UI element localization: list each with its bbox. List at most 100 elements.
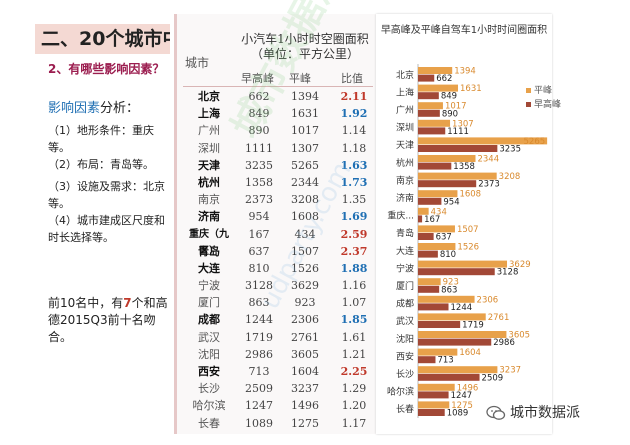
category-label: 深圳 <box>396 123 414 134</box>
bar-peak <box>418 268 495 276</box>
data-label-flat: 2344 <box>477 155 499 165</box>
table-row: 重庆（九区） 167 434 2.59 <box>177 226 377 257</box>
flat-cell: 5265 <box>291 158 319 172</box>
category-label: 重庆... <box>387 210 414 222</box>
peak-cell: 890 <box>248 124 270 138</box>
data-label-flat: 3237 <box>499 366 521 376</box>
city-cell: 深圳 <box>198 141 220 155</box>
bar-peak <box>418 233 434 240</box>
factor-item: （2）布局：青岛等。 <box>48 158 154 171</box>
peak-cell: 863 <box>248 296 270 310</box>
bar-flat <box>418 119 451 127</box>
peak-cell: 1358 <box>245 175 273 189</box>
bar-peak <box>418 92 439 100</box>
data-label-peak: 849 <box>441 92 457 102</box>
ratio-cell: 1.63 <box>340 158 368 172</box>
table-header-main: 小汽车1小时时空圈面积（单位：平方公里） <box>241 32 369 61</box>
flat-cell: 1631 <box>291 107 319 121</box>
table-row: 南京 2373 3208 1.35 <box>177 191 377 208</box>
table-header-ratio: 比值 <box>341 72 363 85</box>
bar-flat <box>418 260 508 268</box>
category-label: 上海 <box>396 86 414 98</box>
legend-swatch-peak <box>526 102 531 107</box>
data-label-flat: 1017 <box>445 102 467 112</box>
data-label-flat: 1526 <box>457 243 479 253</box>
ratio-cell: 1.29 <box>341 382 367 396</box>
data-label-flat: 923 <box>443 278 459 288</box>
bar-peak <box>418 373 480 381</box>
table-row: 深圳 1111 1307 1.18 <box>177 140 377 157</box>
legend-item-flat: 平峰 <box>526 84 561 98</box>
factors-heading-suffix: 分析： <box>100 101 140 116</box>
category-label: 天津 <box>396 140 414 151</box>
bar-peak <box>418 109 440 117</box>
legend-item-peak: 早高峰 <box>526 98 561 112</box>
data-label-flat: 3605 <box>508 331 530 341</box>
data-label-flat: 5265 <box>524 137 546 147</box>
table-header-divider <box>183 86 373 87</box>
data-label-flat: 1275 <box>451 401 473 411</box>
city-cell: 青岛 <box>198 244 220 258</box>
data-label-peak: 863 <box>441 285 457 295</box>
bar-peak <box>418 162 452 170</box>
bar-peak <box>418 127 446 135</box>
table-row: 沈阳 2986 3605 1.21 <box>177 346 377 363</box>
ratio-cell: 1.69 <box>340 210 368 224</box>
peak-cell: 810 <box>248 261 270 275</box>
data-label-peak: 662 <box>436 74 452 84</box>
bar-flat <box>418 278 441 286</box>
category-label: 厦门 <box>396 280 414 292</box>
data-label-peak: 890 <box>442 109 458 119</box>
flat-cell: 1604 <box>291 365 319 378</box>
bar-flat <box>418 137 548 145</box>
table-row: 广州 890 1017 1.14 <box>177 122 377 139</box>
bar-flat <box>418 295 475 303</box>
data-label-peak: 954 <box>443 197 459 207</box>
city-cell: 长春 <box>198 416 220 430</box>
city-cell: 重庆（九区） <box>189 228 229 257</box>
flat-cell: 2344 <box>291 175 319 189</box>
bar-flat <box>418 331 507 338</box>
chart-panel: 早高峰及平峰自驾车1小时时间圈面积 平峰 早高峰 北京 1394 662 上海 1631… <box>376 14 561 434</box>
table-row: 宁波 3128 3629 1.16 <box>177 277 377 294</box>
table-body: 北京 662 1394 2.11 上海 849 1631 1.92 广州 890 1017 1.14 深… <box>177 88 377 432</box>
table-row: 武汉 1719 2761 1.61 <box>177 329 377 346</box>
flat-cell: 1608 <box>291 210 319 224</box>
ratio-cell: 2.59 <box>340 227 368 241</box>
category-label: 杭州 <box>396 157 414 169</box>
chart-legend: 平峰 早高峰 <box>526 84 561 112</box>
city-cell: 广州 <box>198 124 220 138</box>
flat-cell: 1307 <box>291 141 319 155</box>
flat-cell: 434 <box>294 227 316 241</box>
data-label-peak: 1358 <box>453 162 475 172</box>
data-label-peak: 2986 <box>493 338 515 348</box>
flat-cell: 1275 <box>291 416 319 430</box>
city-cell: 沈阳 <box>198 347 220 361</box>
bar-flat <box>418 383 455 391</box>
bar-peak <box>418 215 423 223</box>
city-cell: 厦门 <box>198 296 220 310</box>
city-cell: 上海 <box>198 107 220 121</box>
bar-peak <box>418 409 445 416</box>
data-label-flat: 2761 <box>488 313 510 323</box>
category-label: 北京 <box>396 69 414 81</box>
ratio-cell: 1.14 <box>341 124 367 138</box>
peak-cell: 713 <box>248 365 270 378</box>
table-row: 青岛 637 1507 2.37 <box>177 243 377 260</box>
category-label: 济南 <box>396 192 414 204</box>
bar-flat <box>418 67 453 74</box>
category-label: 沈阳 <box>396 333 414 345</box>
data-label-flat: 2306 <box>477 295 499 305</box>
bar-flat <box>418 84 459 92</box>
factor-item: （4）城市建成区尺度和时长选择等。 <box>48 214 165 244</box>
data-label-peak: 1247 <box>451 391 473 401</box>
flat-cell: 1017 <box>291 124 319 138</box>
table-row: 大连 810 1526 1.88 <box>177 260 377 277</box>
category-label: 长沙 <box>396 368 414 380</box>
bar-peak <box>418 197 442 205</box>
legend-label-peak: 早高峰 <box>534 100 562 110</box>
city-cell: 哈尔滨 <box>192 399 226 413</box>
peak-cell: 2509 <box>245 382 273 396</box>
data-label-flat: 1604 <box>459 348 481 358</box>
